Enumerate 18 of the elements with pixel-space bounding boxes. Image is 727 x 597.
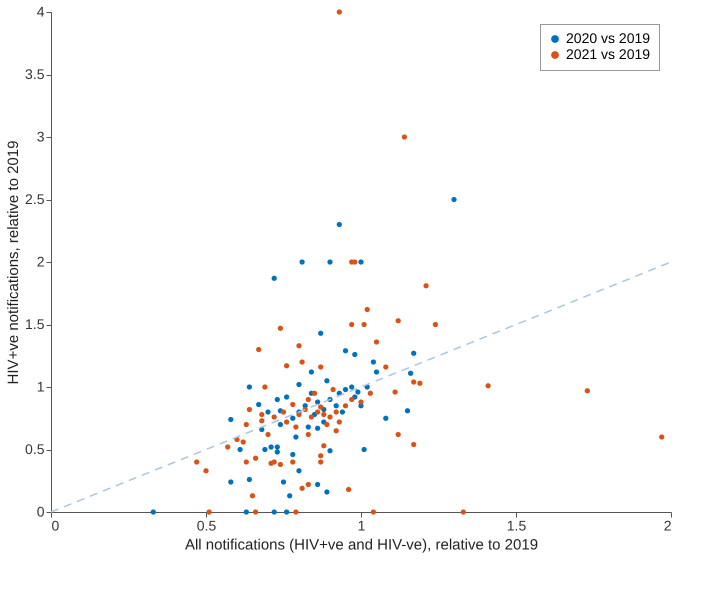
y-tick-label: 0.5: [25, 441, 45, 457]
y-axis-title: HIV+ve notifications, relative to 2019: [5, 140, 22, 384]
y-tick-label: 1: [36, 378, 45, 394]
legend-label: 2021 vs 2019: [566, 46, 650, 62]
x-tick-label: 1: [358, 518, 366, 534]
y-tick-label: 3.5: [25, 66, 45, 82]
y-tick-label: 3: [36, 128, 45, 144]
x-axis-title: All notifications (HIV+ve and HIV-ve), relative to 2019: [184, 536, 538, 554]
y-tick-label: 0: [36, 504, 45, 520]
legend-label: 2020 vs 2019: [566, 30, 650, 46]
y-tick-label: 4: [36, 4, 45, 20]
x-tick-label: 0: [52, 518, 60, 534]
x-tick-label: 2: [664, 518, 672, 534]
x-tick-label: 0.5: [196, 518, 216, 534]
y-tick-label: 2.5: [25, 191, 45, 207]
y-tick-label: 2: [36, 254, 45, 270]
y-tick-label: 1.5: [25, 316, 45, 332]
x-tick-label: 1.5: [506, 518, 526, 534]
